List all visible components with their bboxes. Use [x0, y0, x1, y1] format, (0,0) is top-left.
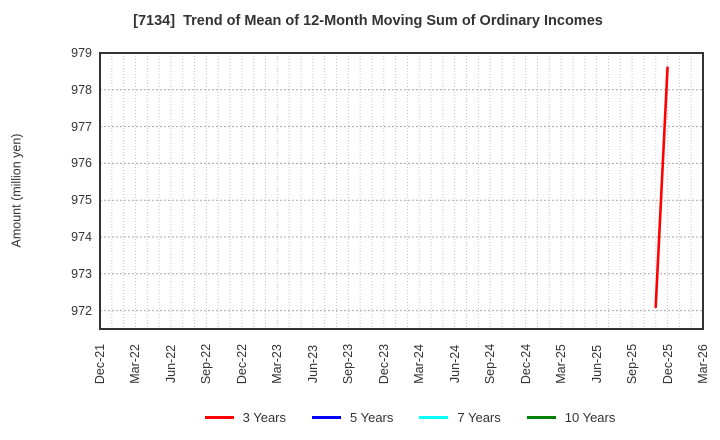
legend-line-swatch [312, 415, 341, 419]
x-tick-label: Sep-24 [483, 343, 498, 385]
legend-line-swatch [419, 415, 449, 419]
x-tick-label: Jun-23 [305, 344, 320, 384]
x-tick-label: Dec-21 [93, 343, 107, 385]
x-tick-label: Mar-23 [270, 344, 285, 384]
x-tick-label: Dec-25 [660, 343, 675, 385]
legend: 3 Years 5 Years 7 Years 10 Years [100, 406, 720, 428]
x-tick-label: Sep-25 [625, 343, 640, 385]
y-tick-label: 973 [71, 266, 92, 281]
legend-line-swatch [526, 415, 556, 419]
x-tick-label: Mar-22 [128, 344, 143, 384]
plot-canvas [99, 52, 704, 330]
x-tick-label: Jun-24 [447, 344, 462, 384]
x-tick-label: Dec-23 [376, 343, 391, 385]
legend-label: 7 Years [457, 409, 501, 425]
y-tick-label: 974 [71, 230, 92, 244]
x-tick-label: Sep-22 [199, 343, 214, 385]
x-tick-label: Dec-24 [518, 343, 533, 385]
legend-line-swatch [204, 415, 234, 419]
legend-item-10-years: 10 Years [526, 409, 616, 425]
x-tick-label: Sep-23 [341, 343, 356, 385]
legend-label: 10 Years [564, 409, 616, 425]
chart-title: [7134] Trend of Mean of 12-Month Moving … [133, 13, 603, 29]
y-tick-label: 978 [71, 82, 92, 97]
x-tick-label: Dec-22 [234, 343, 249, 385]
y-tick-label: 979 [71, 46, 92, 60]
y-axis-label: Amount (million yen) [9, 133, 24, 248]
y-tick-label: 976 [71, 156, 92, 171]
x-tick-label: Mar-24 [412, 344, 427, 384]
plot-area [99, 52, 704, 330]
plot-border [99, 52, 704, 330]
y-tick-label: 972 [71, 303, 92, 318]
x-tick-label: Jun-22 [163, 344, 178, 384]
legend-label: 3 Years [242, 409, 286, 425]
legend-label: 5 Years [350, 409, 394, 425]
legend-item-7-years: 7 Years [419, 409, 501, 425]
x-tick-label: Mar-25 [554, 344, 569, 384]
y-tick-label: 975 [71, 193, 92, 208]
legend-item-3-years: 3 Years [204, 409, 286, 425]
y-tick-label: 977 [71, 119, 92, 134]
legend-item-5-years: 5 Years [312, 410, 393, 425]
series-line-3-years [654, 66, 669, 309]
x-tick-label: Jun-25 [589, 344, 604, 384]
x-tick-label: Mar-26 [696, 344, 710, 384]
